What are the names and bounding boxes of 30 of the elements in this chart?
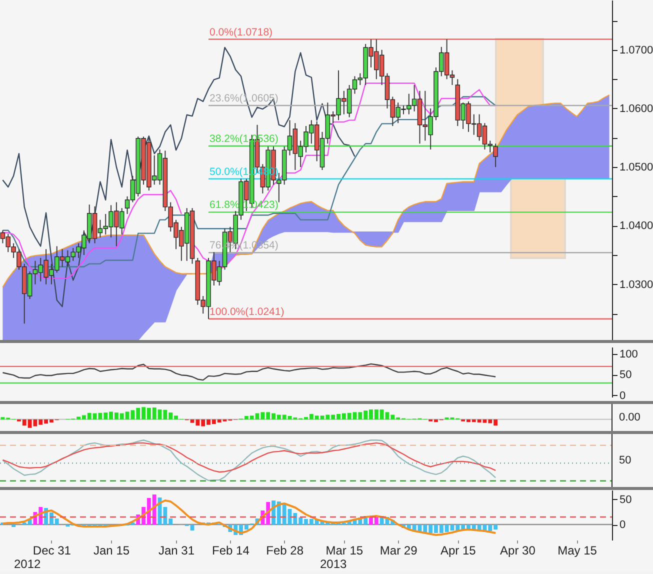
ref-line-label: 100.0%(1.0241) bbox=[210, 306, 284, 318]
y-tick-label: 1.0400 bbox=[620, 220, 653, 232]
text: 0.00 bbox=[619, 412, 640, 424]
line-series bbox=[2, 94, 610, 288]
x-tick-label: Apr 15 bbox=[440, 544, 476, 558]
x-tick-label: Mar 29 bbox=[380, 544, 418, 558]
x-tick-label: Mar 15 bbox=[326, 544, 364, 558]
y-tick-label: 1.0300 bbox=[620, 278, 653, 291]
y-tick-label: 1.0500 bbox=[620, 162, 653, 174]
x-tick-label: Jan 15 bbox=[94, 544, 130, 558]
line-series bbox=[2, 363, 496, 381]
y-tick-label: 100 bbox=[620, 348, 638, 361]
y-tick-label: 0 bbox=[620, 390, 626, 402]
ref-line-label: 0.0%(1.0718) bbox=[210, 26, 273, 38]
x-tick-label: Feb 28 bbox=[266, 544, 304, 558]
y-tick-label: 1.0600 bbox=[620, 102, 653, 115]
x-tick-label: Apr 30 bbox=[500, 544, 536, 558]
y-tick-label: 1.0700 bbox=[620, 44, 653, 56]
x-tick-label: May 15 bbox=[558, 544, 598, 558]
y-tick-label: 50 bbox=[620, 494, 632, 506]
line-series bbox=[2, 500, 497, 536]
x-tick-label: Dec 31 bbox=[32, 544, 72, 558]
text: 2012 bbox=[14, 557, 41, 571]
line-series bbox=[2, 46, 356, 308]
text: 2013 bbox=[320, 557, 347, 571]
x-tick-label: Feb 14 bbox=[212, 544, 250, 558]
y-tick-label: 0 bbox=[620, 519, 626, 531]
y-tick-label: 50 bbox=[620, 369, 632, 382]
x-tick-label: Jan 31 bbox=[158, 544, 195, 558]
candlestick bbox=[493, 143, 498, 168]
